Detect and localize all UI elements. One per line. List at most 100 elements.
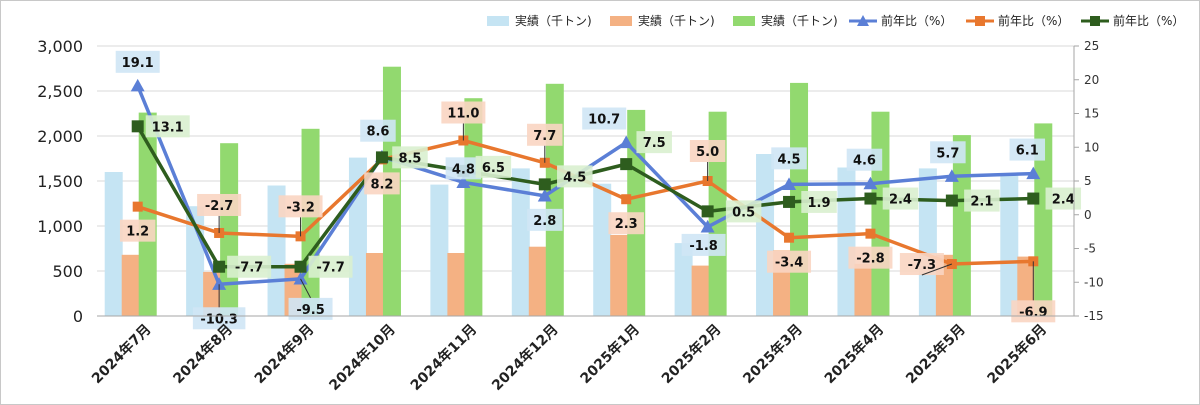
- data-label-bg: [882, 187, 919, 210]
- data-label-bg: [227, 255, 272, 278]
- legend-label: 前年比（%）: [1113, 13, 1184, 28]
- data-label: 19.1: [122, 56, 154, 71]
- y-left-tick-label: 1,000: [37, 217, 83, 236]
- x-category-label: 2025年2月: [658, 321, 724, 387]
- data-label: 2.8: [533, 214, 556, 229]
- data-label-bg: [801, 190, 837, 213]
- x-category-label: 2025年5月: [902, 321, 968, 387]
- data-label: -7.3: [908, 258, 936, 273]
- y-left-tick-label: 2,000: [37, 127, 83, 146]
- data-label: -7.7: [235, 261, 263, 276]
- data-label: 0.5: [732, 205, 755, 220]
- data-label: 5.0: [696, 145, 719, 160]
- y-left-tick-label: 3,000: [37, 37, 83, 56]
- legend-marker: [857, 15, 869, 26]
- data-label: 2.4: [889, 193, 912, 208]
- y-left-tick-label: 2,500: [37, 82, 83, 101]
- data-label: -3.4: [775, 256, 803, 271]
- legend-label: 実績（千トン): [638, 13, 715, 28]
- data-label: 8.6: [366, 125, 389, 140]
- data-label: -3.2: [286, 200, 314, 215]
- data-label-bg: [364, 172, 400, 195]
- legend-marker: [975, 16, 985, 26]
- square-marker: [375, 151, 388, 164]
- y-right-tick-label: 20: [1084, 73, 1099, 87]
- data-label-bg: [636, 131, 672, 154]
- legend-label: 前年比（%）: [881, 13, 952, 28]
- data-label-bg: [846, 148, 883, 171]
- data-label-bg: [308, 255, 353, 278]
- data-label-bg: [767, 250, 812, 273]
- data-label: 11.0: [447, 107, 479, 122]
- square-marker: [620, 158, 633, 171]
- square-marker: [213, 260, 226, 273]
- data-label-bg: [557, 165, 593, 188]
- x-category-label: 2025年6月: [984, 321, 1050, 387]
- data-label: 4.5: [778, 152, 801, 167]
- data-label: 10.7: [588, 113, 620, 128]
- bar: [511, 168, 530, 316]
- square-marker: [621, 194, 632, 205]
- x-category-label: 2024年10月: [326, 321, 399, 394]
- data-label: 4.6: [853, 154, 876, 169]
- bar: [610, 235, 629, 316]
- square-marker: [131, 120, 144, 133]
- square-marker: [1027, 192, 1040, 205]
- bar: [528, 246, 547, 316]
- x-category-label: 2025年1月: [577, 321, 643, 387]
- data-label: 2.1: [970, 195, 993, 210]
- triangle-marker: [863, 176, 878, 190]
- x-category-label: 2024年8月: [170, 321, 236, 387]
- x-category-label: 2024年7月: [88, 321, 154, 387]
- legend-swatch: [733, 16, 755, 26]
- x-category-label: 2024年9月: [251, 321, 317, 387]
- data-label-bg: [899, 253, 944, 276]
- data-label-bg: [145, 115, 190, 138]
- data-label-bg: [119, 219, 156, 242]
- data-label-bg: [582, 107, 627, 130]
- data-label-bg: [964, 189, 1000, 212]
- data-label-bg: [197, 193, 242, 216]
- legend-label: 前年比（%）: [998, 13, 1069, 28]
- data-label: 8.2: [370, 177, 393, 192]
- data-label-bg: [930, 141, 966, 164]
- bar: [708, 111, 727, 316]
- leader-line: [300, 278, 311, 299]
- square-marker: [294, 260, 307, 273]
- data-label-bg: [392, 146, 428, 169]
- square-marker: [865, 228, 876, 239]
- data-label: 4.5: [563, 170, 586, 185]
- data-label-bg: [689, 140, 726, 162]
- triangle-marker: [456, 175, 471, 188]
- data-label-bg: [360, 119, 396, 142]
- data-label: 8.5: [398, 151, 421, 166]
- bar: [593, 183, 612, 316]
- legend-label: 実績（千トン): [761, 13, 838, 28]
- data-label: -9.5: [296, 303, 324, 318]
- y-right-tick-label: 15: [1084, 107, 1099, 121]
- bar: [365, 253, 384, 316]
- bar: [756, 154, 775, 316]
- legend-marker: [1090, 16, 1100, 26]
- square-marker: [132, 201, 143, 212]
- y-right-tick-label: -10: [1084, 275, 1104, 289]
- data-label-bg: [192, 307, 246, 330]
- data-label: 7.7: [533, 129, 556, 144]
- y-right-tick-label: 5: [1084, 174, 1092, 188]
- data-label: 1.2: [126, 225, 149, 240]
- x-category-label: 2025年4月: [821, 321, 887, 387]
- bar: [1000, 173, 1019, 316]
- data-label-bg: [608, 212, 644, 235]
- triangle-marker: [293, 271, 308, 285]
- data-label: 5.7: [936, 146, 959, 161]
- y-right-tick-label: 25: [1084, 39, 1099, 53]
- bar: [447, 253, 466, 316]
- square-marker: [538, 178, 551, 191]
- bar: [837, 167, 856, 316]
- data-label-bg: [278, 195, 323, 218]
- bar: [854, 263, 873, 316]
- bar: [464, 98, 483, 316]
- bar: [691, 265, 710, 316]
- legend-swatch: [610, 16, 632, 26]
- data-label: 4.8: [452, 162, 475, 177]
